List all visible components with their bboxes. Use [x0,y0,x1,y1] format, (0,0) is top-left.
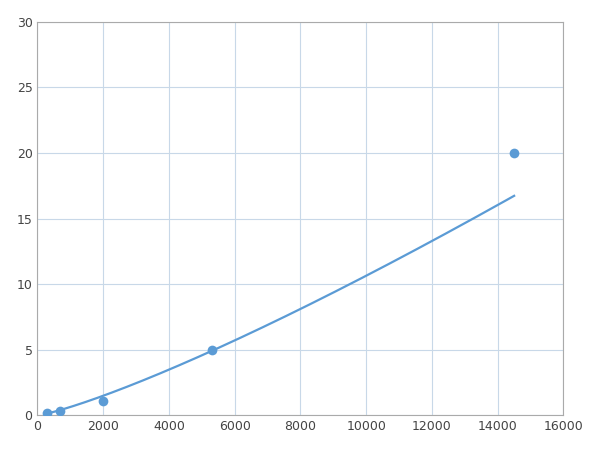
Point [207,346,217,353]
Point [43,409,52,416]
Point [509,149,519,157]
Point [98,397,108,405]
Point [56,407,65,414]
